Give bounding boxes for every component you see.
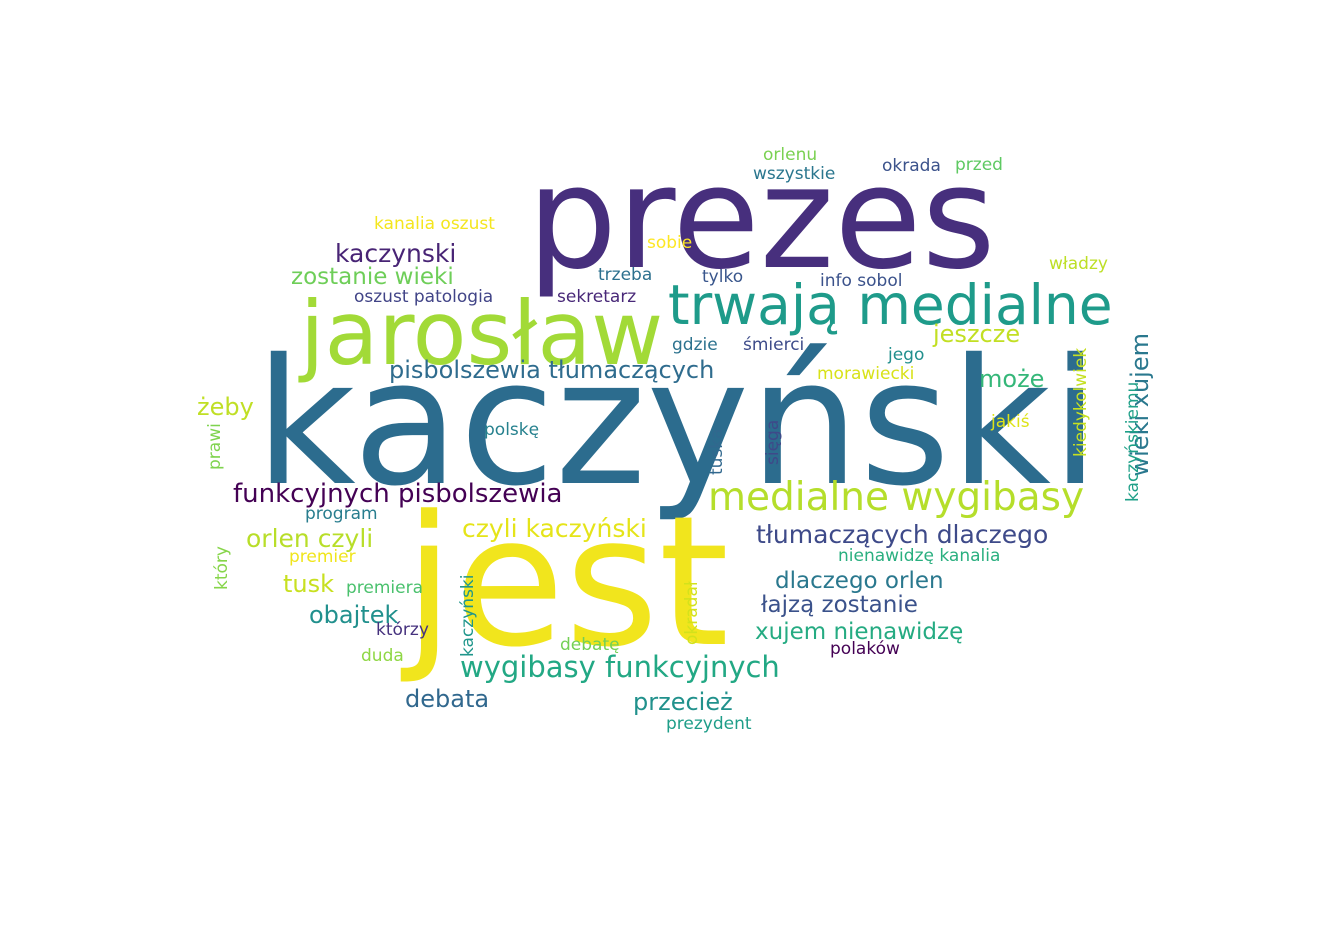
word: jarosław [300, 282, 664, 385]
word: wszystkie [753, 164, 836, 184]
word: morawiecki [817, 364, 915, 384]
word: tusk [283, 570, 335, 598]
word: tylko [702, 267, 744, 287]
word: żeby [197, 393, 254, 421]
word: obajtek [309, 601, 399, 629]
word: orlen czyli [246, 524, 374, 553]
word: trzeba [598, 265, 653, 285]
word: sekretarz [557, 287, 637, 307]
word: tuska [707, 428, 727, 475]
word: xujem nienawidzę [755, 619, 964, 645]
word: sobie [647, 233, 693, 253]
word: prezes [527, 136, 996, 301]
word: jeszcze [933, 320, 1021, 348]
word: dlaczego orlen [775, 568, 944, 594]
word: prezydent [666, 714, 752, 734]
word: śmierci [743, 335, 805, 355]
word: premiera [346, 578, 424, 598]
word: orlenu [763, 145, 818, 165]
word: okradał [682, 581, 702, 645]
word: program [305, 504, 378, 524]
word: przecież [633, 688, 733, 716]
word: debatę [560, 635, 620, 655]
word: duda [361, 646, 404, 666]
word: premier [289, 547, 356, 567]
word: który [212, 546, 232, 590]
word: medialne wygibasy [708, 475, 1085, 520]
word: oszust patologia [354, 287, 494, 307]
word: okrada [882, 156, 941, 176]
word: kaczyński [458, 574, 478, 658]
word: jakiś [991, 412, 1030, 432]
word: gdzie [672, 335, 718, 355]
word: łajzą zostanie [761, 592, 918, 618]
word: może [979, 365, 1045, 393]
word: jego [888, 345, 925, 365]
word: czyli kaczyński [462, 514, 647, 543]
word: polaków [830, 639, 900, 659]
word: funkcyjnych pisbolszewia [233, 479, 563, 509]
word: kiedykolwiek [1071, 347, 1091, 457]
word: pisbolszewia tłumaczących [389, 356, 715, 384]
word: kaczyńskiemu [1123, 381, 1143, 502]
word: info sobol [820, 271, 903, 291]
word: wygibasy funkcyjnych [460, 650, 780, 684]
word: władzy [1049, 254, 1108, 274]
word: kaczynski [335, 239, 457, 268]
word: którzy [376, 620, 429, 640]
word: prawi [205, 423, 225, 470]
word: tłumaczących dlaczego [756, 520, 1049, 549]
word: nienawidzę kanalia [838, 546, 1001, 566]
word: polskę [484, 420, 540, 440]
word: trwają medialne [668, 273, 1113, 337]
word: jest [404, 478, 730, 687]
word: kaczyński [255, 322, 1100, 525]
word: kanalia oszust [374, 214, 495, 234]
word: sięga [763, 419, 783, 465]
word: przed [955, 155, 1003, 175]
word: debata [405, 685, 490, 713]
word: zostanie wieki [291, 264, 454, 290]
